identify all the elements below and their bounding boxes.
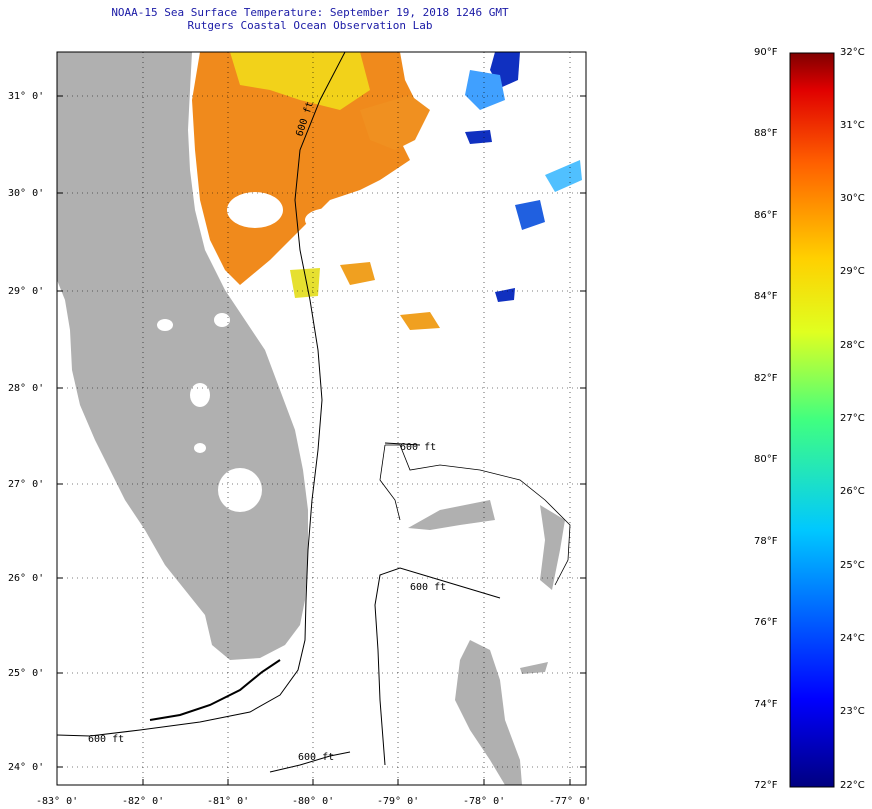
ticks: [57, 95, 586, 785]
colorbar-f-label: 80°F: [754, 454, 778, 465]
map-frame: [56, 51, 587, 786]
colorbar-c-label: 26°C: [840, 486, 865, 497]
colorbar: [789, 52, 835, 788]
bahama-cay: [520, 662, 548, 674]
graticule: [57, 52, 586, 785]
colorbar-c-label: 22°C: [840, 780, 865, 791]
sst-cool-patch: [465, 130, 492, 144]
inland-lake: [190, 383, 210, 407]
contour-label: 600 ft: [400, 442, 436, 453]
lon-label: -79° 0': [377, 796, 419, 807]
isobath-600ft: [374, 567, 501, 766]
colorbar-c-label: 30°C: [840, 193, 865, 204]
colorbar-f-label: 78°F: [754, 536, 778, 547]
isobath-600ft: [384, 442, 421, 446]
sst-cloud-gap: [227, 192, 283, 228]
sst-patch: [340, 262, 375, 285]
florida-keys: [149, 659, 281, 721]
colorbar-c-label: 29°C: [840, 266, 865, 277]
lat-label: 26° 0': [8, 573, 44, 584]
colorbar-f-label: 84°F: [754, 291, 778, 302]
sst-cool-patch: [545, 160, 582, 192]
sst-cool-patch: [465, 70, 505, 110]
sst-cool-patch: [515, 200, 545, 230]
lat-label: 30° 0': [8, 188, 44, 199]
inland-lake: [157, 319, 173, 331]
inland-lake: [214, 313, 230, 327]
colorbar-c-label: 25°C: [840, 560, 865, 571]
lon-label: -81° 0': [207, 796, 249, 807]
colorbar-f-label: 90°F: [754, 47, 778, 58]
lon-label: -77° 0': [549, 796, 591, 807]
isobath-600ft: [57, 52, 346, 737]
bank-outline: [385, 444, 571, 586]
andros: [455, 640, 522, 785]
bank-outline: [379, 444, 401, 521]
colorbar-f-label: 82°F: [754, 373, 778, 384]
inland-lake: [194, 443, 206, 453]
map-title: NOAA-15 Sea Surface Temperature: Septemb…: [111, 6, 509, 19]
lat-label: 31° 0': [8, 91, 44, 102]
colorbar-f-label: 74°F: [754, 699, 778, 710]
lon-label: -82° 0': [122, 796, 164, 807]
contour-label: 600 ft: [298, 752, 334, 763]
lon-label: -83° 0': [36, 796, 78, 807]
colorbar-f-label: 86°F: [754, 210, 778, 221]
colorbar-c-label: 23°C: [840, 706, 865, 717]
sst-orange-patch: [360, 95, 430, 150]
isobath-600ft: [269, 751, 351, 773]
colorbar-f-label: 88°F: [754, 128, 778, 139]
lake-okeechobee: [218, 468, 262, 512]
colorbar-c-label: 32°C: [840, 47, 865, 58]
lon-label: -78° 0': [463, 796, 505, 807]
colorbar-c-label: 28°C: [840, 340, 865, 351]
sst-yellow-region: [230, 52, 370, 110]
contour-label: 600 ft: [410, 582, 446, 593]
map-subtitle: Rutgers Coastal Ocean Observation Lab: [187, 19, 433, 32]
contour-label: 600 ft: [88, 734, 124, 745]
sst-cloud-gap: [305, 208, 355, 232]
lon-label: -80° 0': [292, 796, 334, 807]
lat-label: 28° 0': [8, 383, 44, 394]
sst-cool-patch: [495, 288, 515, 302]
lat-label: 27° 0': [8, 479, 44, 490]
colorbar-c-label: 24°C: [840, 633, 865, 644]
lat-label: 25° 0': [8, 668, 44, 679]
abaco: [540, 505, 565, 590]
lat-label: 29° 0': [8, 286, 44, 297]
grand-bahama: [408, 500, 495, 530]
colorbar-f-label: 72°F: [754, 780, 778, 791]
lat-label: 24° 0': [8, 762, 44, 773]
sst-patch: [290, 268, 320, 298]
sst-patch: [400, 312, 440, 330]
colorbar-f-label: 76°F: [754, 617, 778, 628]
colorbar-c-label: 27°C: [840, 413, 865, 424]
colorbar-c-label: 31°C: [840, 120, 865, 131]
